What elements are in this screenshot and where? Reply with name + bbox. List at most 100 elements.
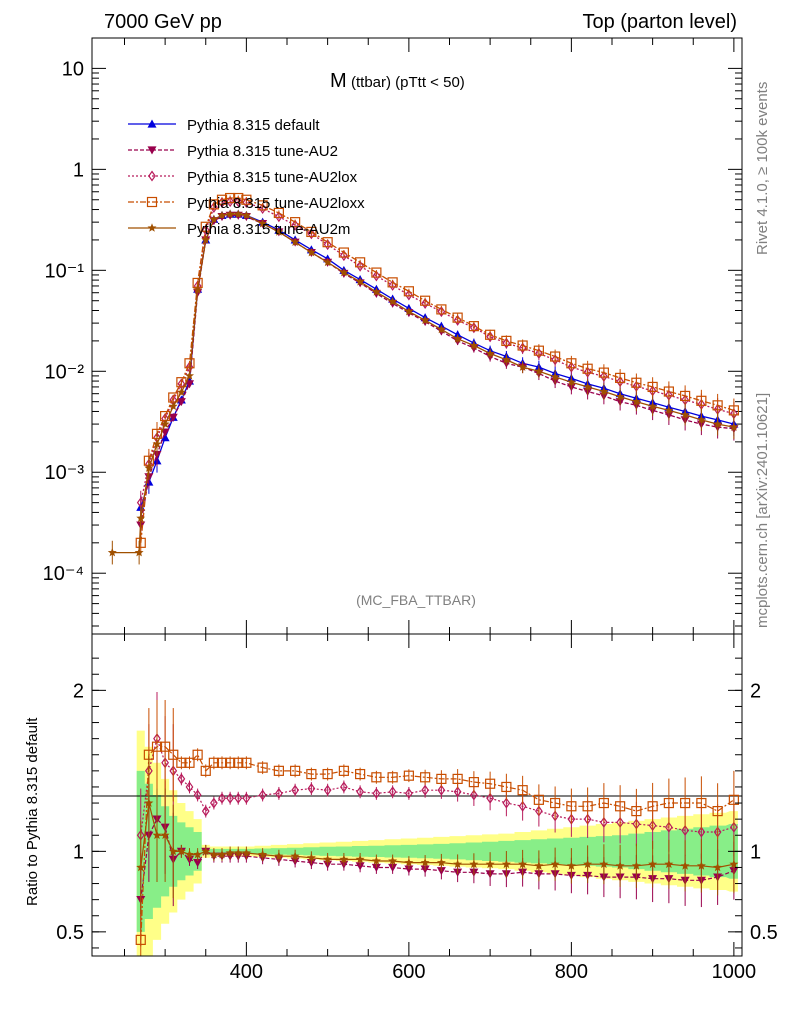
legend-label: Pythia 8.315 tune-AU2loxx	[187, 195, 365, 212]
analysis-watermark: (MC_FBA_TTBAR)	[356, 592, 476, 608]
ratio-line	[140, 746, 735, 940]
ratio-point	[371, 863, 381, 872]
ratio-point	[176, 846, 186, 856]
ratio-point	[152, 830, 162, 840]
ratio-xtick-label: 600	[392, 961, 425, 983]
legend-item: Pythia 8.315 tune-AU2	[128, 143, 338, 160]
data-point	[274, 211, 283, 223]
ratio-point	[160, 741, 171, 752]
ratio-point	[185, 849, 194, 859]
data-point	[372, 270, 381, 282]
data-point	[307, 228, 316, 240]
data-point	[185, 380, 194, 389]
ratio-point	[680, 861, 690, 870]
ratio-point	[168, 749, 179, 760]
data-point	[241, 210, 251, 220]
ratio-point	[185, 781, 194, 793]
ratio-point	[453, 859, 463, 869]
legend-label: Pythia 8.315 tune-AU2lox	[187, 169, 358, 186]
data-point	[290, 217, 301, 228]
data-point	[234, 195, 243, 208]
data-point	[404, 289, 413, 301]
ratio-point	[566, 861, 576, 870]
ratio-point	[648, 859, 658, 869]
ratio-point	[599, 859, 609, 869]
ratio-ytick-label: 1	[73, 841, 84, 863]
data-point	[185, 371, 194, 380]
legend-item: Pythia 8.315 tune-AU2lox	[128, 169, 358, 186]
ratio-point	[712, 805, 723, 817]
data-point	[226, 195, 235, 208]
main-ytick-label: 1	[73, 159, 84, 181]
ratio-point	[241, 757, 252, 768]
legend-marker	[148, 170, 156, 182]
data-point	[615, 372, 626, 383]
ratio-point	[486, 792, 495, 804]
data-point	[371, 287, 381, 296]
ratio-point	[502, 797, 511, 809]
ratio-point	[647, 801, 658, 812]
ratio-ylabel: Ratio to Pythia 8.315 default	[24, 717, 41, 906]
legend-item: Pythia 8.315 tune-AU2loxx	[128, 195, 365, 212]
series-line	[140, 214, 734, 526]
ratio-ytick-label-right: 1	[750, 841, 761, 863]
ratio-point	[534, 861, 544, 870]
data-point	[485, 329, 496, 340]
ratio-point	[388, 863, 398, 872]
ratio-point	[680, 797, 691, 809]
ratio-point	[404, 857, 414, 867]
data-point	[144, 463, 154, 472]
ratio-point	[290, 765, 301, 776]
ratio-point	[388, 786, 397, 798]
ratio-frame	[91, 633, 743, 957]
main-ytick-label: 10⁻²	[45, 361, 85, 383]
data-point	[728, 405, 739, 416]
ratio-point	[208, 757, 219, 768]
ratio-ytick-label: 0.5	[56, 922, 84, 944]
data-point	[216, 194, 228, 205]
ratio-point	[201, 805, 210, 817]
data-point	[615, 392, 625, 401]
data-point	[176, 387, 186, 397]
ratio-point	[274, 787, 283, 799]
data-point	[436, 304, 447, 315]
data-point	[388, 296, 398, 306]
ratio-point	[338, 765, 349, 776]
band-outer	[136, 730, 738, 956]
ratio-point	[485, 778, 496, 789]
ratio-point	[355, 768, 366, 780]
ratio-series-pythia-8-315-tune-au2m	[136, 756, 739, 915]
ratio-point	[404, 865, 414, 874]
ratio-panel: 2 2 1 1 0.5 0.5 400 600 800 1000 Ratio to Pythia …	[24, 633, 778, 983]
ratio-point	[681, 824, 690, 836]
data-point	[184, 358, 195, 369]
data-point	[664, 405, 674, 415]
ratio-point	[420, 772, 431, 783]
ratio-point	[696, 861, 706, 870]
ratio-point	[518, 800, 527, 812]
data-point	[152, 439, 162, 448]
ratio-point	[307, 783, 316, 795]
ratio-point	[713, 862, 723, 872]
series-pythia-8-315-tune-au2	[136, 211, 739, 537]
legend-label: Pythia 8.315 default	[187, 117, 320, 134]
ratio-point	[452, 773, 463, 785]
ratio-point	[582, 801, 593, 812]
data-point	[306, 247, 316, 257]
ratio-point	[420, 857, 430, 867]
ratio-point	[598, 797, 609, 809]
data-point	[647, 381, 658, 393]
ratio-point	[615, 861, 625, 870]
series-line	[140, 197, 735, 543]
data-point	[273, 207, 284, 219]
data-point	[306, 226, 317, 238]
ratio-point	[168, 846, 178, 856]
legend-marker	[147, 119, 157, 128]
ratio-point	[233, 757, 244, 768]
ratio-point	[151, 741, 163, 752]
data-point	[631, 377, 642, 388]
ratio-point	[550, 859, 560, 869]
data-point	[404, 306, 414, 316]
ratio-point	[533, 794, 544, 805]
